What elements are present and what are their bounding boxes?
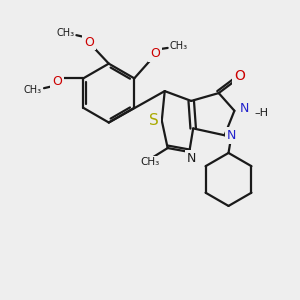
Text: N: N (187, 152, 196, 165)
Text: S: S (149, 113, 159, 128)
Text: N: N (239, 102, 249, 115)
Text: CH₃: CH₃ (140, 157, 160, 167)
Text: CH₃: CH₃ (24, 85, 42, 95)
Text: O: O (234, 69, 245, 83)
Text: O: O (150, 47, 160, 60)
Text: –H: –H (254, 108, 268, 118)
Text: O: O (84, 35, 94, 49)
Text: N: N (227, 129, 236, 142)
Text: CH₃: CH₃ (169, 41, 188, 51)
Text: O: O (52, 75, 62, 88)
Text: CH₃: CH₃ (56, 28, 74, 38)
